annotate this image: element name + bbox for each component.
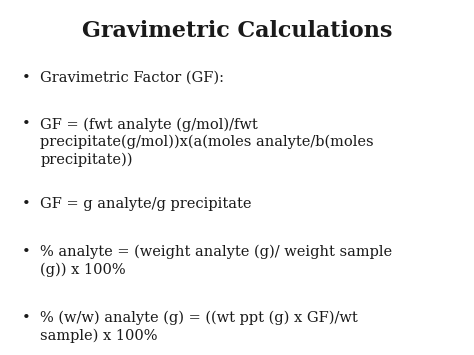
Text: •: •	[21, 117, 30, 131]
Text: Gravimetric Calculations: Gravimetric Calculations	[82, 20, 392, 42]
Text: •: •	[21, 311, 30, 324]
Text: % analyte = (weight analyte (g)/ weight sample
(g)) x 100%: % analyte = (weight analyte (g)/ weight …	[40, 245, 392, 277]
Text: GF = g analyte/g precipitate: GF = g analyte/g precipitate	[40, 197, 252, 211]
Text: •: •	[21, 245, 30, 259]
Text: •: •	[21, 71, 30, 85]
Text: Gravimetric Factor (GF):: Gravimetric Factor (GF):	[40, 71, 224, 85]
Text: GF = (fwt analyte (g/mol)/fwt
precipitate(g/mol))x(a(moles analyte/b(moles
preci: GF = (fwt analyte (g/mol)/fwt precipitat…	[40, 117, 374, 167]
Text: •: •	[21, 197, 30, 211]
Text: % (w/w) analyte (g) = ((wt ppt (g) x GF)/wt
sample) x 100%: % (w/w) analyte (g) = ((wt ppt (g) x GF)…	[40, 311, 358, 343]
